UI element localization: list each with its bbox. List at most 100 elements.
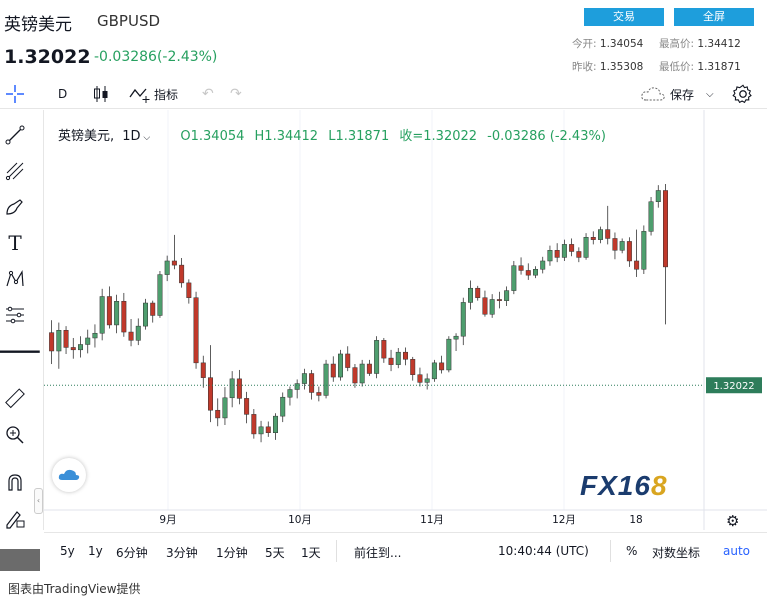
ruler-tool[interactable] [2, 386, 28, 412]
high-value: 1.34412 [697, 38, 741, 50]
chevron-left-icon: ‹ [36, 496, 41, 505]
candle-body [475, 287, 481, 298]
brush-icon [6, 199, 23, 215]
candle-body [655, 190, 661, 202]
save-button[interactable]: 保存 ⌵ [640, 80, 714, 108]
candle-body [265, 426, 271, 433]
candle-body [446, 338, 452, 371]
redo-icon: ↷ [230, 86, 242, 102]
x-tick-label: 10月 [288, 514, 312, 526]
candle-body [504, 290, 510, 301]
candle-body [258, 426, 264, 435]
candle-body [366, 363, 372, 374]
candle-body [533, 269, 538, 276]
text-tool[interactable]: T [2, 230, 28, 256]
candle-body [590, 237, 596, 240]
candle-body [78, 344, 83, 351]
interval-button[interactable]: D [58, 87, 68, 101]
axis-settings-button[interactable]: ⚙ [726, 512, 739, 530]
measure-lines-icon [6, 306, 24, 324]
fullscreen-button[interactable]: 全屏 [674, 8, 754, 26]
collapse-toolbar-handle[interactable]: ‹ [34, 488, 43, 514]
clock-time[interactable]: 10:40:44 (UTC) [498, 544, 589, 558]
pattern-tool[interactable] [2, 266, 28, 292]
magnet-tool[interactable] [2, 470, 28, 496]
candle-body [273, 415, 278, 433]
candle-body [215, 409, 221, 419]
candle-body [605, 229, 611, 239]
candle-body [381, 340, 387, 359]
candle-body [619, 241, 625, 251]
x-tick-label: 12月 [552, 514, 576, 526]
candle-body [70, 347, 76, 351]
toolbar-collapse-area[interactable] [0, 549, 40, 574]
back-tool[interactable]: 🡐 [0, 338, 42, 364]
candle-body [569, 244, 575, 252]
low-stat: 最低价: 1.31871 [659, 59, 741, 74]
fib-tool[interactable] [2, 158, 28, 184]
footer-credit[interactable]: 图表由TradingView提供 [8, 582, 141, 596]
candle-body [663, 190, 668, 268]
toolbar-border [43, 110, 44, 530]
price-chart[interactable]: 1.32022 9月 10月 11月 12月 18 [44, 110, 767, 530]
legend-open: O1.34054 [180, 129, 245, 144]
trade-button[interactable]: 交易 [584, 8, 664, 26]
candle-body [345, 353, 351, 368]
high-label: 最高价: [659, 38, 695, 50]
candle-body [431, 362, 437, 380]
crosshair-tool[interactable] [4, 80, 26, 108]
prev-close-label: 昨收: [572, 61, 597, 73]
candle-body [244, 398, 250, 415]
candle-body [395, 351, 401, 365]
pencil-lock-icon [6, 511, 25, 529]
legend-interval[interactable]: 1D [122, 129, 141, 144]
redo-button[interactable]: ↷ [230, 80, 242, 108]
candle-body [63, 330, 69, 348]
candle-body [179, 264, 185, 284]
brush-tool[interactable] [2, 194, 28, 220]
range-1min[interactable]: 1分钟 [216, 546, 248, 560]
text-icon: T [8, 231, 22, 255]
trend-line-icon [5, 125, 25, 145]
toolbar-divider [0, 108, 767, 109]
auto-scale-toggle[interactable]: auto [723, 544, 751, 558]
undo-button[interactable]: ↶ [202, 80, 214, 108]
range-5d[interactable]: 5天 [265, 546, 285, 560]
log-scale-toggle[interactable]: 对数坐标 [652, 546, 701, 560]
prediction-tool[interactable] [2, 302, 28, 328]
range-6min[interactable]: 6分钟 [116, 546, 148, 560]
indicators-button[interactable]: 指标 [128, 80, 178, 108]
candle-body [626, 241, 632, 262]
goto-date-button[interactable]: 前往到... [354, 546, 402, 560]
candle-body [453, 335, 459, 340]
chevron-down-icon[interactable]: ⌵ [140, 133, 151, 143]
candle-body [403, 351, 408, 360]
candle-body [641, 231, 647, 270]
candle-body [648, 201, 654, 232]
prev-close-stat: 昨收: 1.35308 [572, 59, 643, 74]
settings-button[interactable] [732, 80, 754, 108]
candle-body [439, 362, 445, 371]
legend-high: H1.34412 [254, 129, 319, 144]
candle-body [56, 330, 62, 352]
range-1d[interactable]: 1天 [301, 546, 321, 560]
range-3min[interactable]: 3分钟 [166, 546, 198, 560]
range-5y[interactable]: 5y [60, 544, 75, 558]
chart-type-button[interactable] [92, 80, 110, 108]
x-tick-label: 9月 [159, 514, 176, 526]
pattern-icon [6, 270, 24, 287]
candle-body [114, 300, 120, 326]
candle-body [280, 396, 286, 417]
lock-drawing-tool[interactable] [2, 506, 28, 532]
symbol-code: GBPUSD [97, 12, 161, 30]
trend-line-tool[interactable] [2, 122, 28, 148]
legend-symbol[interactable]: 英镑美元, [58, 129, 115, 144]
zoom-tool[interactable] [2, 422, 28, 448]
cloud-logo-icon [58, 469, 80, 480]
tradingview-logo[interactable] [52, 458, 86, 492]
bottom-divider [44, 532, 767, 533]
gear-icon [732, 84, 752, 104]
candle-body [121, 300, 127, 333]
range-1y[interactable]: 1y [88, 544, 103, 558]
percent-toggle[interactable]: % [626, 544, 638, 558]
